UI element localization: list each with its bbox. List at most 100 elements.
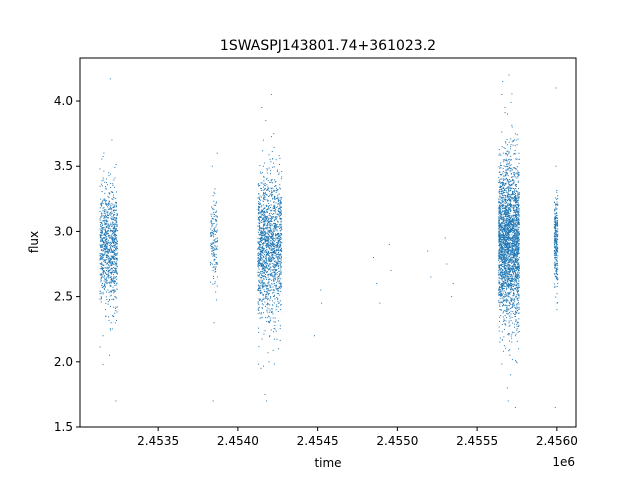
data-point xyxy=(516,277,518,279)
data-point xyxy=(266,237,268,239)
data-point xyxy=(263,216,265,218)
data-point xyxy=(257,275,259,277)
data-point xyxy=(499,171,501,173)
data-point xyxy=(500,289,502,291)
data-point xyxy=(499,265,501,267)
data-point xyxy=(514,195,516,197)
data-point xyxy=(101,215,103,217)
data-point xyxy=(107,208,109,210)
data-point xyxy=(212,233,214,235)
data-point xyxy=(210,235,212,237)
data-point xyxy=(515,258,517,260)
data-point xyxy=(116,213,118,215)
data-point xyxy=(504,256,506,258)
data-point xyxy=(509,304,511,306)
data-point xyxy=(516,291,518,293)
data-point xyxy=(113,282,115,284)
data-point xyxy=(106,247,108,249)
chart-title: 1SWASPJ143801.74+361023.2 xyxy=(220,38,436,54)
data-point xyxy=(510,253,512,255)
data-point xyxy=(111,246,113,248)
data-point xyxy=(507,150,509,152)
data-point xyxy=(280,257,282,259)
data-point xyxy=(268,214,270,216)
data-point xyxy=(505,257,507,259)
data-point xyxy=(113,254,115,256)
data-point xyxy=(265,265,267,267)
data-point xyxy=(214,263,216,265)
data-point xyxy=(512,241,514,243)
data-point xyxy=(500,256,502,258)
data-point xyxy=(502,260,504,262)
data-point xyxy=(215,241,217,243)
data-point xyxy=(507,313,509,315)
data-point xyxy=(268,321,270,323)
data-point xyxy=(110,208,112,210)
data-point xyxy=(513,255,515,257)
data-point xyxy=(502,272,504,274)
data-point xyxy=(279,288,281,290)
data-point xyxy=(498,191,500,193)
data-point xyxy=(502,195,504,197)
data-point xyxy=(513,260,515,262)
data-point xyxy=(504,295,506,297)
data-point xyxy=(275,227,277,229)
data-point xyxy=(502,233,504,235)
data-point xyxy=(259,198,261,200)
data-point xyxy=(514,241,516,243)
data-point xyxy=(269,310,271,312)
data-point xyxy=(498,283,500,285)
data-point xyxy=(500,186,502,188)
data-point xyxy=(115,197,117,199)
data-point xyxy=(111,231,113,233)
data-point xyxy=(518,302,520,304)
data-point xyxy=(257,302,259,304)
data-point xyxy=(268,257,270,259)
data-point xyxy=(99,219,101,221)
data-point xyxy=(513,223,515,225)
data-point xyxy=(104,234,106,236)
data-point xyxy=(99,273,101,275)
data-point xyxy=(99,221,101,223)
data-point xyxy=(500,216,502,218)
data-point xyxy=(509,221,511,223)
data-point xyxy=(506,225,508,227)
data-point xyxy=(103,248,105,250)
data-point xyxy=(277,256,279,258)
data-point xyxy=(275,256,277,258)
data-point xyxy=(275,226,277,228)
data-point xyxy=(104,248,106,250)
data-point xyxy=(267,303,269,305)
data-point xyxy=(510,144,512,146)
data-point xyxy=(259,259,261,261)
data-point xyxy=(269,210,271,212)
data-point xyxy=(211,248,213,250)
data-point xyxy=(257,313,259,315)
data-point xyxy=(518,263,520,265)
data-point xyxy=(102,242,104,244)
data-point xyxy=(267,260,269,262)
data-point xyxy=(261,292,263,294)
data-point xyxy=(111,211,113,213)
data-point xyxy=(509,229,511,231)
data-point xyxy=(518,204,520,206)
data-point xyxy=(271,191,273,193)
data-point xyxy=(508,203,510,205)
data-point xyxy=(499,290,501,292)
data-point xyxy=(278,293,280,295)
data-point xyxy=(513,232,515,234)
data-point xyxy=(513,217,515,219)
data-point xyxy=(257,241,259,243)
data-point xyxy=(112,222,114,224)
data-point xyxy=(257,213,259,215)
data-point xyxy=(258,346,260,348)
data-point xyxy=(517,254,519,256)
data-point xyxy=(260,189,262,191)
data-point xyxy=(499,267,501,269)
data-point xyxy=(103,233,105,235)
data-point xyxy=(103,228,105,230)
data-point xyxy=(275,191,277,193)
data-point xyxy=(277,246,279,248)
data-point xyxy=(106,215,108,217)
data-point xyxy=(103,280,105,282)
